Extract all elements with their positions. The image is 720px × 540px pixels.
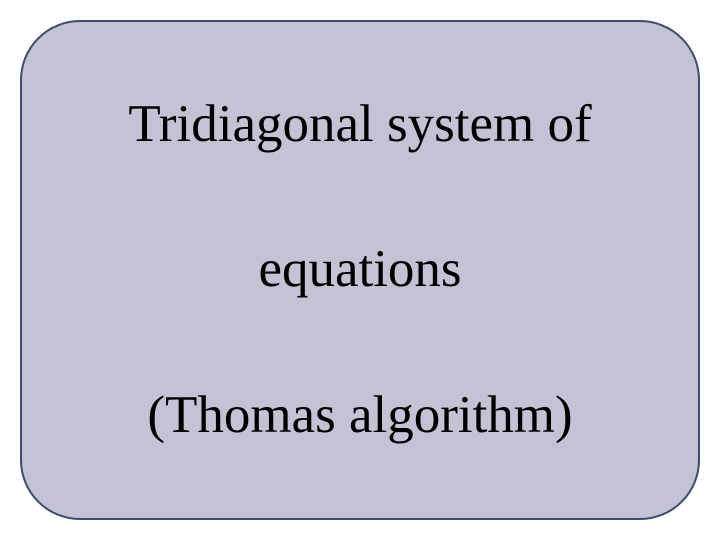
title-line-1: Tridiagonal system of — [128, 93, 591, 157]
title-line-2: equations — [258, 238, 461, 302]
title-line-3: (Thomas algorithm) — [147, 384, 572, 448]
slide-container: Tridiagonal system of equations (Thomas … — [20, 20, 700, 520]
